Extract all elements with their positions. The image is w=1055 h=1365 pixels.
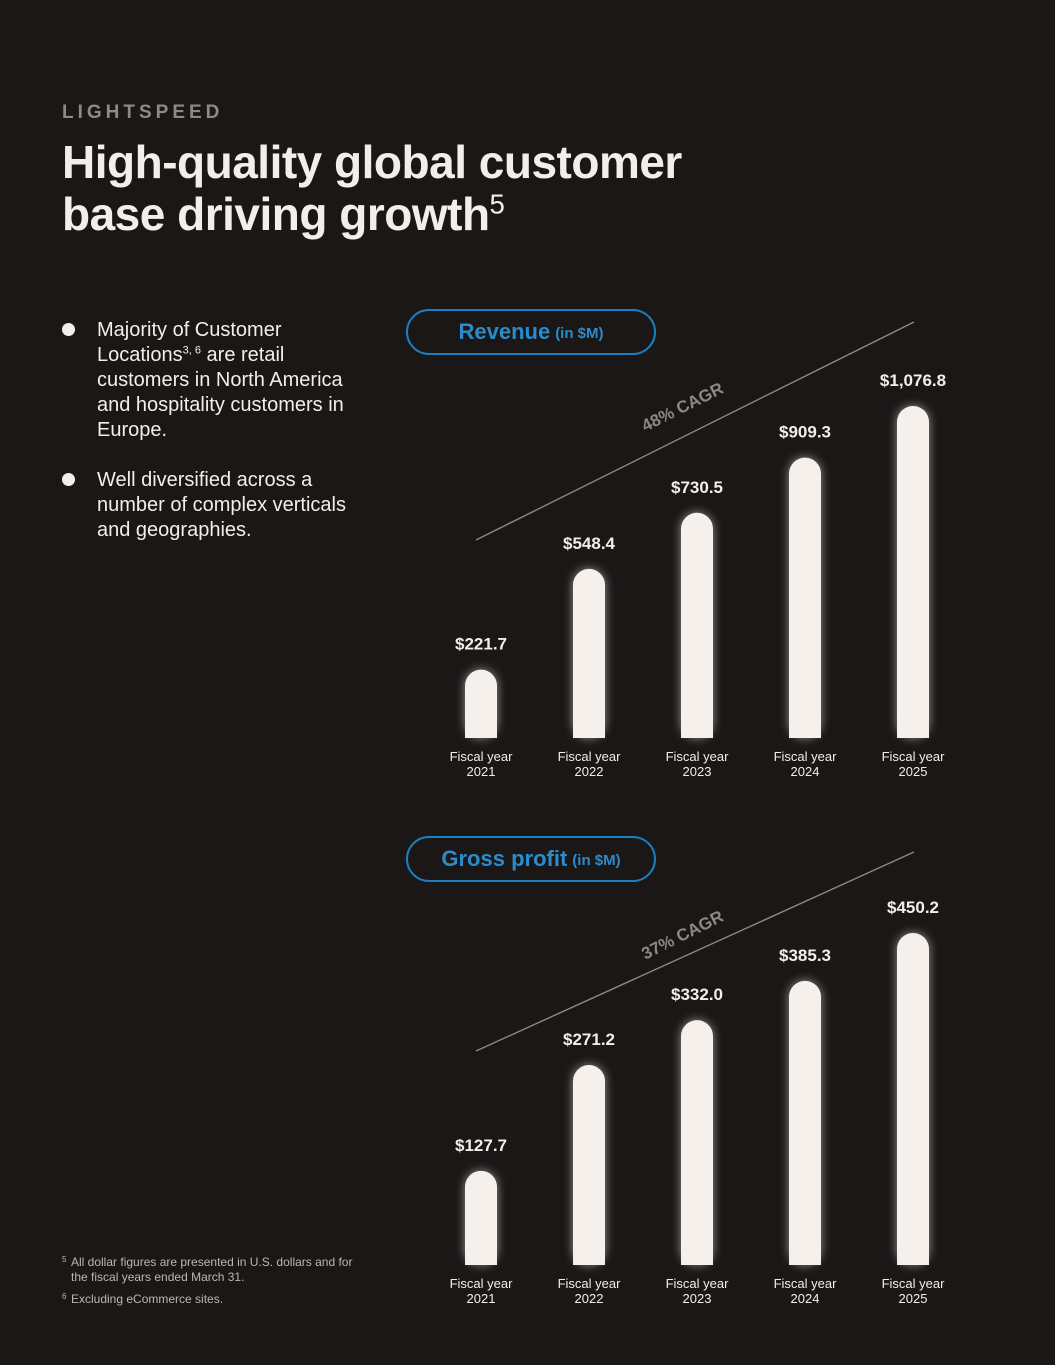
bar-value-label: $730.5 <box>671 478 723 497</box>
revenue-chart-title: Revenue (in $M) <box>406 309 656 355</box>
page-title: High-quality global customer base drivin… <box>62 136 682 240</box>
x-tick-label: Fiscal year 2024 <box>774 1276 838 1306</box>
brand-label: LIGHTSPEED <box>62 102 224 123</box>
revenue-title-unit: (in $M) <box>555 325 604 342</box>
title-line-1: High-quality global customer <box>62 136 682 188</box>
cagr-label: 37% CAGR <box>639 907 727 964</box>
bar-value-label: $127.7 <box>455 1136 507 1155</box>
revenue-bar-chart: 48% CAGR $221.7 Fiscal year 2021 $548.4 Fisca… <box>450 321 946 779</box>
x-tick-label: Fiscal year 2021 <box>450 1276 514 1306</box>
footnote-item: 6 Excluding eCommerce sites. <box>62 1292 224 1306</box>
bar-fiscal-year-2021 <box>465 669 497 738</box>
bar-value-label: $385.3 <box>779 946 831 965</box>
gross-profit-bar-chart: 37% CAGR $127.7 Fiscal year 2021 $271.2 Fisca… <box>450 851 946 1306</box>
x-tick-label: Fiscal year 2023 <box>666 749 730 779</box>
bullet-dot <box>62 473 75 486</box>
bar-value-label: $1,076.8 <box>880 371 946 390</box>
bar-fiscal-year-2022 <box>573 1065 605 1265</box>
x-tick-label: Fiscal year 2025 <box>882 749 946 779</box>
bar-fiscal-year-2023 <box>681 1020 713 1265</box>
bullet-text: Well diversified across a number of comp… <box>97 469 346 541</box>
bar-fiscal-year-2023 <box>681 512 713 738</box>
title-line-2: base driving growth <box>62 188 490 240</box>
bar-fiscal-year-2024 <box>789 457 821 738</box>
title-footnote-ref: 5 <box>489 188 505 220</box>
cagr-label: 48% CAGR <box>639 379 727 436</box>
bar-fiscal-year-2025 <box>897 406 929 738</box>
gross-profit-title-unit: (in $M) <box>572 852 621 869</box>
bar-fiscal-year-2024 <box>789 980 821 1265</box>
footnote-text: All dollar figures are presented in U.S.… <box>71 1255 353 1284</box>
bar-value-label: $332.0 <box>671 985 723 1004</box>
bar-value-label: $450.2 <box>887 898 939 917</box>
bullet-item: Well diversified across a number of comp… <box>62 468 372 543</box>
bar-fiscal-year-2022 <box>573 568 605 738</box>
bullet-text-cont: are retail customers in North America an… <box>97 344 344 441</box>
bar-fiscal-year-2025 <box>897 933 929 1265</box>
gross-profit-title-text: Gross profit <box>441 846 568 871</box>
bullet-footnote-ref: 3, 6 <box>182 344 201 357</box>
footnotes: 5 All dollar figures are presented in U.S… <box>62 1255 362 1314</box>
bullet-text: Majority of Customer Locations <box>97 319 282 366</box>
bullet-item: Majority of Customer Locations3, 6 are r… <box>62 318 372 443</box>
revenue-title-text: Revenue <box>458 319 551 344</box>
bullet-dot <box>62 323 75 336</box>
footnote-text: Excluding eCommerce sites. <box>71 1292 224 1306</box>
x-tick-label: Fiscal year 2024 <box>774 749 838 779</box>
x-tick-label: Fiscal year 2025 <box>882 1276 946 1306</box>
x-tick-label: Fiscal year 2022 <box>558 1276 622 1306</box>
gross-profit-chart-title: Gross profit (in $M) <box>406 836 656 882</box>
cagr-trend-line <box>475 851 915 1052</box>
bar-value-label: $909.3 <box>779 423 831 442</box>
bar-value-label: $548.4 <box>563 534 616 553</box>
bullet-list: Majority of Customer Locations3, 6 are r… <box>62 318 372 568</box>
x-tick-label: Fiscal year 2021 <box>450 749 514 779</box>
x-tick-label: Fiscal year 2022 <box>558 749 622 779</box>
cagr-trend-line <box>475 321 915 541</box>
bar-fiscal-year-2021 <box>465 1170 497 1265</box>
x-tick-label: Fiscal year 2023 <box>666 1276 730 1306</box>
bar-value-label: $221.7 <box>455 635 507 654</box>
footnote-item: 5 All dollar figures are presented in U.S… <box>62 1255 353 1284</box>
bar-value-label: $271.2 <box>563 1030 615 1049</box>
